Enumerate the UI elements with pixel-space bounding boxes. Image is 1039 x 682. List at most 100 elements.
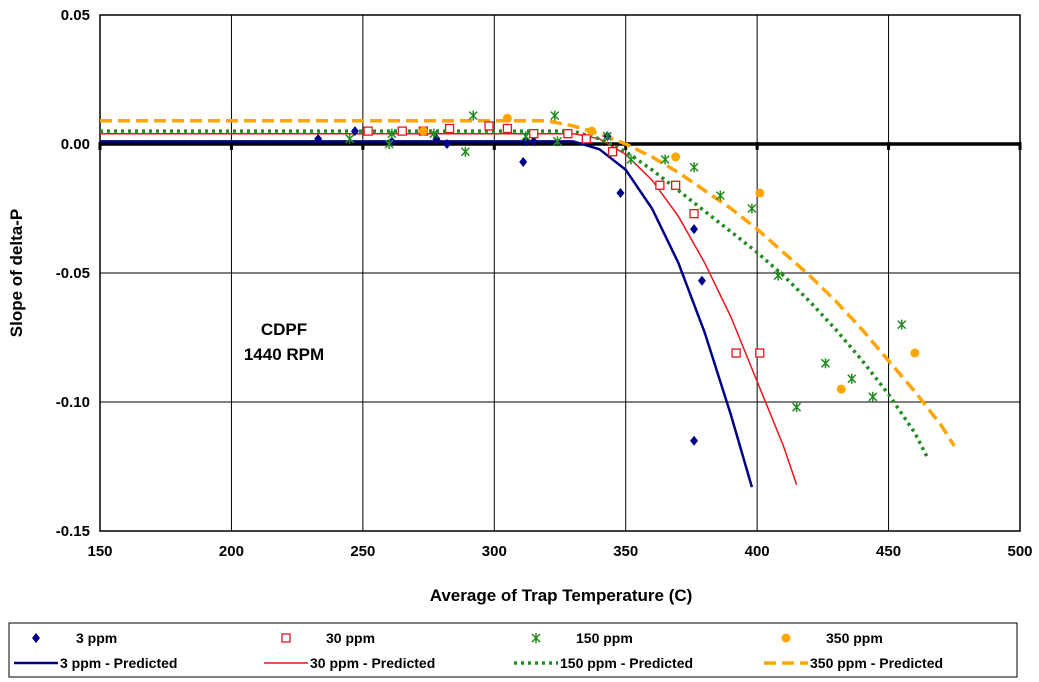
- data-point: [387, 128, 397, 139]
- data-point: [519, 157, 528, 168]
- x-tick-label: 300: [482, 543, 507, 560]
- annotation-line-2: 1440 RPM: [244, 345, 324, 364]
- y-tick-label: -0.15: [56, 523, 90, 540]
- data-point: [715, 190, 725, 201]
- data-point: [602, 131, 612, 142]
- legend-item: 350 ppm: [781, 630, 883, 646]
- data-point: [581, 134, 591, 144]
- predicted-lines: [100, 119, 956, 488]
- data-point: [502, 113, 512, 123]
- predicted-line: [100, 132, 798, 485]
- x-tick-label: 350: [613, 543, 638, 560]
- y-tick-label: 0.05: [61, 7, 90, 24]
- data-point: [350, 126, 359, 137]
- data-point: [655, 180, 665, 190]
- data-point: [773, 270, 783, 281]
- legend-label: 350 ppm: [826, 630, 883, 646]
- data-point: [550, 110, 560, 121]
- data-point: [418, 126, 428, 136]
- data-point: [363, 126, 373, 136]
- data-point: [460, 146, 470, 157]
- data-point: [429, 128, 439, 139]
- data-point: [552, 136, 562, 147]
- data-point: [521, 131, 531, 142]
- legend-label: 30 ppm - Predicted: [310, 655, 435, 671]
- data-point: [32, 633, 40, 643]
- legend-item: 30 ppm: [281, 630, 375, 646]
- legend-label: 350 ppm - Predicted: [810, 655, 943, 671]
- data-point: [444, 123, 455, 134]
- x-axis-title: Average of Trap Temperature (C): [430, 586, 693, 605]
- data-point: [660, 154, 670, 165]
- legend-label: 30 ppm: [326, 630, 375, 646]
- data-point: [397, 126, 407, 136]
- legend-label: 150 ppm: [576, 630, 633, 646]
- y-tick-label: -0.10: [56, 394, 90, 411]
- data-point: [671, 152, 681, 162]
- grid-lines: [100, 15, 1020, 531]
- x-tick-label: 500: [1007, 543, 1032, 560]
- data-point: [626, 154, 636, 165]
- data-point: [587, 126, 597, 136]
- predicted-line: [100, 119, 956, 447]
- x-tick-label: 400: [745, 543, 770, 560]
- legend-item: 30 ppm - Predicted: [264, 655, 435, 671]
- data-point: [671, 180, 681, 190]
- data-point: [484, 121, 494, 131]
- data-point: [442, 139, 451, 149]
- data-point: [868, 391, 878, 402]
- data-point: [697, 275, 706, 286]
- data-point: [607, 147, 618, 157]
- data-markers: [314, 110, 920, 446]
- legend-item: 150 ppm - Predicted: [514, 655, 693, 671]
- x-tick-label: 150: [87, 543, 112, 560]
- x-tick-label: 200: [219, 543, 244, 560]
- plot-area: [99, 14, 1021, 532]
- predicted-line: [100, 140, 754, 488]
- data-point: [384, 139, 394, 149]
- data-point: [345, 133, 355, 144]
- annotation-line-1: CDPF: [261, 320, 307, 339]
- legend-item: 3 ppm: [32, 630, 117, 646]
- predicted-line: [100, 129, 930, 460]
- legend: 3 ppm 30 ppm 150 ppm 350 ppm 3 ppm - Predict…: [8, 622, 1018, 678]
- data-point: [731, 348, 741, 358]
- data-point: [502, 123, 513, 134]
- legend-item: 150 ppm: [531, 630, 633, 646]
- legend-label: 3 ppm: [76, 630, 117, 646]
- data-point: [529, 129, 539, 139]
- data-point: [781, 633, 791, 643]
- data-point: [910, 348, 920, 358]
- tick-labels: 150 200 250 300 350 400 450 500 0.05 0.00 -0.05 -0.…: [56, 7, 1033, 560]
- data-point: [531, 633, 541, 643]
- data-point: [689, 209, 699, 219]
- data-point: [847, 373, 857, 384]
- y-tick-label: -0.05: [56, 265, 90, 282]
- data-point: [747, 203, 757, 214]
- data-point: [897, 319, 907, 330]
- legend-label: 3 ppm - Predicted: [60, 655, 177, 671]
- x-tick-label: 250: [350, 543, 375, 560]
- y-axis-title: Slope of delta-P: [7, 209, 26, 337]
- data-point: [563, 129, 573, 139]
- data-point: [755, 188, 765, 198]
- data-point: [281, 633, 291, 643]
- data-point: [755, 348, 765, 358]
- legend-item: 350 ppm - Predicted: [764, 655, 943, 671]
- data-point: [314, 133, 323, 144]
- legend-label: 150 ppm - Predicted: [560, 655, 693, 671]
- legend-box: [8, 622, 1018, 678]
- x-tick-label: 450: [876, 543, 901, 560]
- data-point: [820, 358, 831, 369]
- data-point: [616, 188, 625, 199]
- data-point: [689, 162, 699, 173]
- legend-item: 3 ppm - Predicted: [14, 655, 177, 671]
- data-point: [468, 110, 478, 121]
- y-tick-label: 0.00: [61, 136, 90, 153]
- data-point: [690, 435, 699, 446]
- data-point: [690, 224, 699, 235]
- data-point: [836, 384, 846, 394]
- data-point: [792, 402, 802, 413]
- data-point: [529, 136, 538, 147]
